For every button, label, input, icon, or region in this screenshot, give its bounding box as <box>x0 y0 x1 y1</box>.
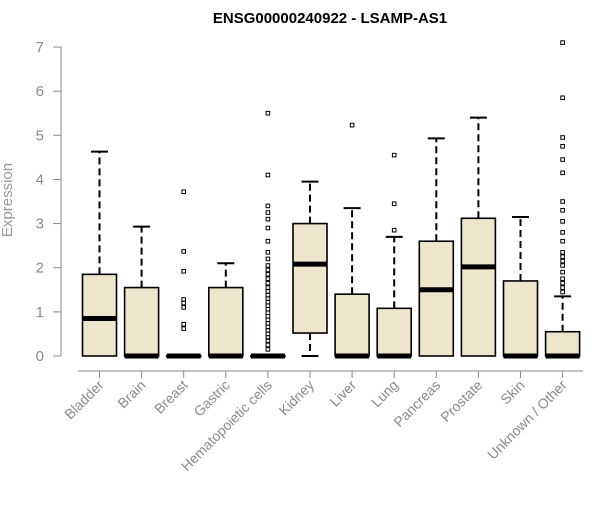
outlier-point <box>560 208 565 213</box>
outlier-point <box>265 249 271 255</box>
y-tick-label: 6 <box>36 83 44 100</box>
box-series <box>81 40 581 359</box>
outlier-point <box>265 203 271 209</box>
outlier-point <box>560 144 565 149</box>
outlier-point <box>560 269 565 275</box>
outlier-point <box>265 285 271 290</box>
x-tick-label: Bladder <box>61 377 107 423</box>
y-tick-label: 0 <box>36 348 44 365</box>
outlier-point <box>181 249 186 254</box>
box-breast <box>165 189 202 359</box>
chart-title: ENSG00000240922 - LSAMP-AS1 <box>213 10 447 27</box>
outlier-point <box>265 172 271 178</box>
x-tick-label: Unknown / Other <box>484 377 570 463</box>
outlier-point <box>560 40 565 45</box>
outlier-point <box>265 347 271 352</box>
outlier-point <box>265 267 271 273</box>
box-body <box>460 217 497 357</box>
outlier-point <box>349 122 355 128</box>
outlier-point <box>560 280 565 286</box>
x-tick-label: Liver <box>326 377 359 410</box>
outlier-point <box>560 238 565 244</box>
box-unknown-other <box>544 40 581 359</box>
outlier-point <box>560 170 565 176</box>
outlier-point <box>560 157 565 162</box>
outlier-point <box>265 338 271 343</box>
outlier-point <box>265 110 271 116</box>
outlier-point <box>391 201 397 207</box>
x-tick-label: Skin <box>497 377 528 408</box>
box-bladder <box>81 150 118 357</box>
outlier-point <box>265 216 271 222</box>
outlier-point <box>560 258 565 264</box>
outlier-point <box>181 305 186 310</box>
box-body <box>292 222 328 334</box>
y-tick-label: 1 <box>36 304 44 321</box>
outlier-point <box>265 280 271 286</box>
box-body <box>208 286 244 357</box>
outlier-point <box>181 326 186 331</box>
box-skin <box>502 215 539 359</box>
outlier-point <box>265 256 271 262</box>
outlier-point <box>265 210 271 215</box>
box-lung <box>376 152 413 359</box>
outlier-point <box>181 297 186 302</box>
box-body <box>123 286 160 357</box>
outlier-point <box>560 249 565 255</box>
box-body <box>418 240 455 357</box>
x-tick-label: Pancreas <box>390 377 443 430</box>
outlier-point <box>265 276 271 282</box>
outlier-point <box>181 268 186 274</box>
x-tick-label: Prostate <box>437 377 485 425</box>
outlier-point <box>265 238 271 244</box>
outlier-point <box>560 254 565 259</box>
box-gastric <box>208 262 244 359</box>
y-tick-label: 7 <box>36 39 44 56</box>
box-liver <box>334 122 370 359</box>
outlier-point <box>560 289 565 295</box>
box-body <box>376 307 413 357</box>
outlier-point <box>265 263 271 268</box>
outlier-point <box>560 219 565 224</box>
outlier-point <box>181 189 186 195</box>
y-axis-label: Expression <box>0 163 16 237</box>
box-hematopoietic-cells <box>250 110 286 359</box>
outlier-point <box>560 230 565 235</box>
outlier-point <box>265 272 271 277</box>
outlier-point <box>560 135 565 140</box>
y-tick-label: 5 <box>36 127 44 144</box>
y-tick-label: 4 <box>36 171 44 188</box>
x-tick-label: Brain <box>114 377 148 411</box>
box-body <box>334 293 370 357</box>
y-tick-label: 3 <box>36 216 44 233</box>
box-body <box>81 273 118 357</box>
box-kidney <box>292 180 328 357</box>
box-body <box>502 280 539 357</box>
outlier-point <box>560 95 565 101</box>
outlier-point <box>391 227 397 233</box>
outlier-point <box>560 263 565 268</box>
x-tick-label: Breast <box>151 377 191 417</box>
box-body <box>544 330 581 357</box>
outlier-point <box>560 285 565 290</box>
outlier-point <box>391 152 397 158</box>
outlier-point <box>265 225 271 231</box>
y-ticks: 0 1 2 3 4 5 6 7 <box>36 39 61 365</box>
x-tick-label: Lung <box>368 377 401 410</box>
y-tick-label: 2 <box>36 260 44 277</box>
box-brain <box>123 225 160 359</box>
x-tick-label: Kidney <box>276 377 318 419</box>
outlier-point <box>560 276 565 282</box>
box-prostate <box>460 116 497 357</box>
outlier-point <box>181 321 186 327</box>
outlier-point <box>560 199 565 204</box>
outlier-point <box>265 342 271 348</box>
box-pancreas <box>418 137 455 357</box>
